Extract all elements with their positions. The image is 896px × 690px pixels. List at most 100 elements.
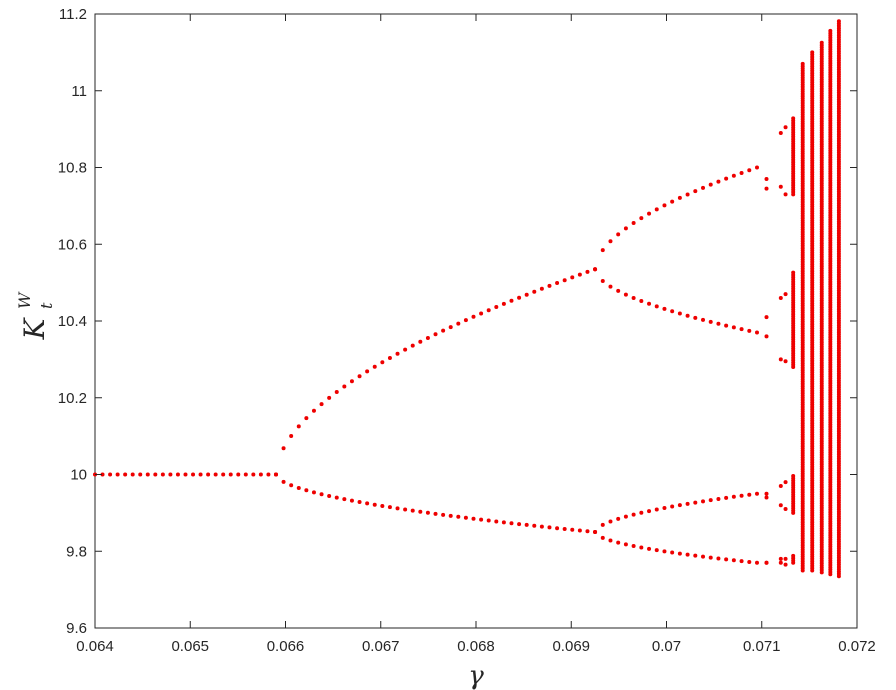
data-point (654, 304, 659, 309)
data-point (747, 492, 752, 497)
data-point (701, 185, 706, 190)
chaotic-point (836, 19, 841, 24)
data-point (273, 472, 278, 477)
data-point (764, 495, 769, 500)
data-point (708, 182, 713, 187)
data-point (639, 545, 644, 550)
y-tick-label: 11.2 (59, 6, 87, 23)
chaotic-point (791, 474, 796, 479)
data-point (448, 513, 453, 518)
x-axis-label: γ (468, 661, 484, 690)
data-point (304, 416, 309, 421)
data-point (365, 369, 370, 374)
data-point (631, 295, 636, 300)
data-point (258, 472, 263, 477)
data-point (577, 272, 582, 277)
data-point (471, 516, 476, 521)
data-point (342, 497, 347, 502)
data-point (677, 195, 682, 200)
data-point (739, 493, 744, 498)
x-tick-label: 0.069 (552, 638, 590, 655)
data-point (739, 170, 744, 175)
data-point (463, 318, 468, 323)
data-point (281, 479, 286, 484)
data-point (213, 472, 218, 477)
data-point (670, 199, 675, 204)
x-tick-label: 0.068 (457, 638, 495, 655)
data-point (570, 527, 575, 532)
data-point (708, 555, 713, 560)
data-point (517, 522, 522, 527)
chaotic-point (810, 50, 815, 55)
data-point (783, 480, 788, 485)
data-point (349, 379, 354, 384)
data-point (754, 165, 759, 170)
data-point (547, 283, 552, 288)
data-point (479, 517, 484, 522)
data-point (251, 472, 256, 477)
data-point (731, 325, 736, 330)
data-point (403, 507, 408, 512)
data-point (221, 472, 226, 477)
y-tick-label: 9.8 (66, 543, 87, 560)
data-point (266, 472, 271, 477)
data-point (716, 556, 721, 561)
data-point (228, 472, 233, 477)
data-point (441, 328, 446, 333)
data-point (183, 472, 188, 477)
data-point (662, 549, 667, 554)
data-point (631, 221, 636, 226)
data-point (494, 519, 499, 524)
data-point (747, 559, 752, 564)
x-axis-ticks: 0.064 0.065 0.066 0.067 0.068 0.069 0.07 0.071 0… (76, 14, 876, 655)
data-point (764, 334, 769, 339)
data-point (524, 292, 529, 297)
data-point (608, 239, 613, 244)
data-point (654, 507, 659, 512)
data-point (441, 512, 446, 517)
y-tick-label: 10 (70, 467, 87, 484)
data-point (701, 317, 706, 322)
data-point (334, 390, 339, 395)
data-point (160, 472, 165, 477)
data-point (577, 528, 582, 533)
data-point (778, 560, 783, 565)
data-point (304, 488, 309, 493)
y-tick-label: 10.2 (58, 390, 87, 407)
data-point (555, 526, 560, 531)
data-point (764, 177, 769, 182)
data-point (731, 494, 736, 499)
data-point (585, 269, 590, 274)
data-point (677, 551, 682, 556)
data-point (764, 315, 769, 320)
data-point (783, 556, 788, 561)
data-point (342, 384, 347, 389)
chaotic-point (828, 28, 833, 33)
data-point (532, 289, 537, 294)
data-point (647, 546, 652, 551)
data-point (783, 192, 788, 197)
data-point (289, 483, 294, 488)
data-point (670, 504, 675, 509)
data-point (716, 179, 721, 184)
data-point (357, 374, 362, 379)
data-point (236, 472, 241, 477)
data-point (123, 472, 128, 477)
data-point (311, 490, 316, 495)
data-point (108, 472, 113, 477)
data-point (456, 514, 461, 519)
data-point (494, 305, 499, 310)
data-point (639, 216, 644, 221)
data-point (647, 301, 652, 306)
data-point (685, 192, 690, 197)
data-point (600, 279, 605, 284)
data-point (764, 186, 769, 191)
data-point (608, 284, 613, 289)
data-point (639, 510, 644, 515)
data-point (693, 500, 698, 505)
data-point (778, 556, 783, 561)
data-point (334, 495, 339, 500)
data-point (616, 288, 621, 293)
data-point (593, 267, 598, 272)
data-point (716, 321, 721, 326)
